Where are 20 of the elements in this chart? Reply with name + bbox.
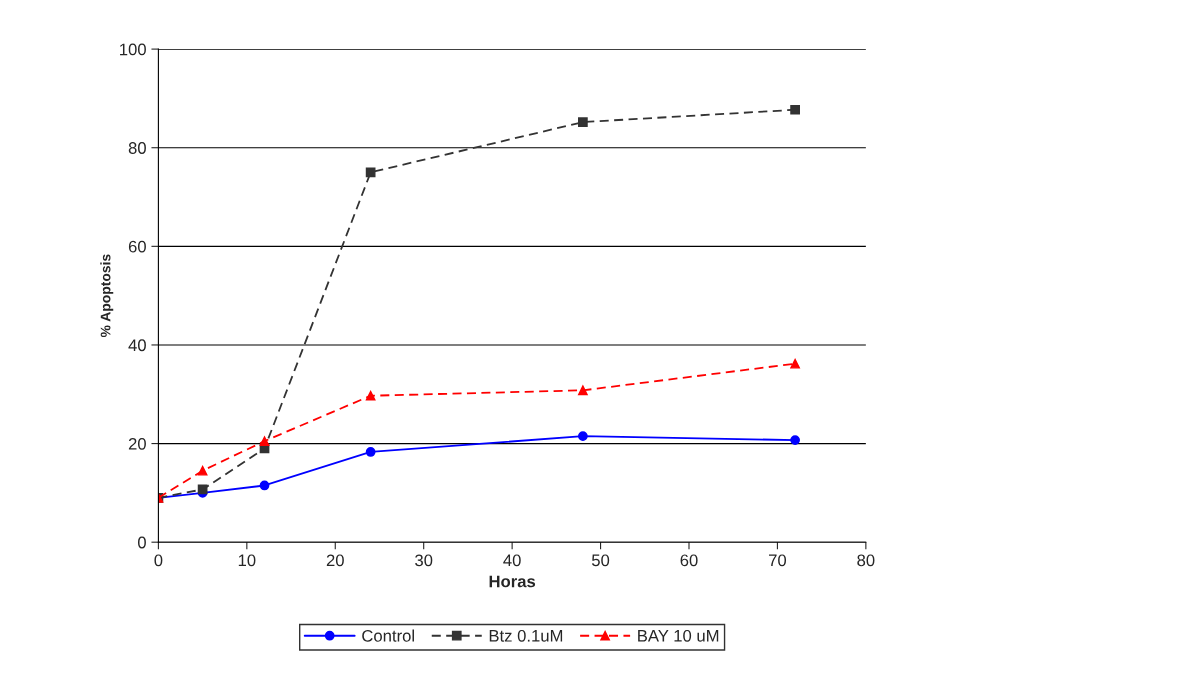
y-tick-label: 0 [137,536,146,549]
x-tick-label: 60 [680,554,698,567]
x-tick-label: 20 [326,554,344,567]
y-tick-label: 100 [120,43,146,56]
x-axis-title: Horas [489,575,536,588]
legend-label: Btz 0.1uM [489,629,563,642]
y-axis-title: % Apoptosis [100,254,114,338]
y-tick-label: 80 [128,142,146,154]
y-tick-label: 40 [128,339,146,352]
legend-label: Control [362,629,414,642]
legend-label: BAY 10 uM [638,629,719,642]
x-tick-label: 0 [154,554,163,567]
x-tick-label: 40 [503,554,521,567]
x-tick-label: 10 [238,554,256,567]
x-tick-label: 30 [415,554,433,567]
x-tick-label: 50 [591,554,610,567]
x-tick-label: 70 [769,554,787,567]
x-tick-label: 80 [857,554,875,567]
y-tick-label: 20 [128,437,146,450]
y-tick-label: 60 [128,240,146,253]
